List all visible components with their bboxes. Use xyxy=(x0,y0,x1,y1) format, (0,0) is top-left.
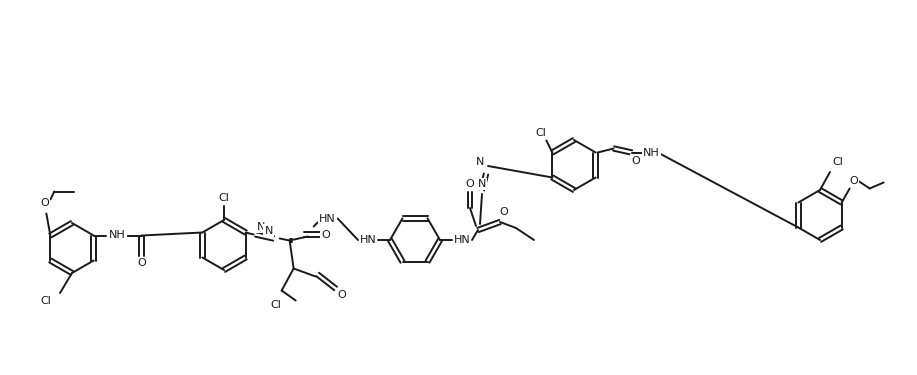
Text: O: O xyxy=(138,258,146,268)
Text: O: O xyxy=(321,230,330,240)
Text: N: N xyxy=(478,179,486,189)
Text: O: O xyxy=(849,176,858,186)
Text: Cl: Cl xyxy=(271,300,282,309)
Text: HN: HN xyxy=(319,213,336,223)
Text: NH: NH xyxy=(644,148,660,159)
Text: N: N xyxy=(264,225,273,236)
Text: Cl: Cl xyxy=(535,128,546,138)
Text: NH: NH xyxy=(109,231,126,240)
Text: N: N xyxy=(257,222,265,231)
Text: Cl: Cl xyxy=(833,157,844,167)
Text: O: O xyxy=(40,198,49,208)
Text: O: O xyxy=(500,207,508,217)
Text: HN: HN xyxy=(359,235,376,245)
Text: Cl: Cl xyxy=(40,296,51,306)
Text: HN: HN xyxy=(454,235,470,245)
Text: N: N xyxy=(476,157,484,167)
Text: O: O xyxy=(466,179,474,189)
Text: Cl: Cl xyxy=(218,193,229,203)
Text: O: O xyxy=(631,156,640,165)
Text: O: O xyxy=(337,290,346,300)
